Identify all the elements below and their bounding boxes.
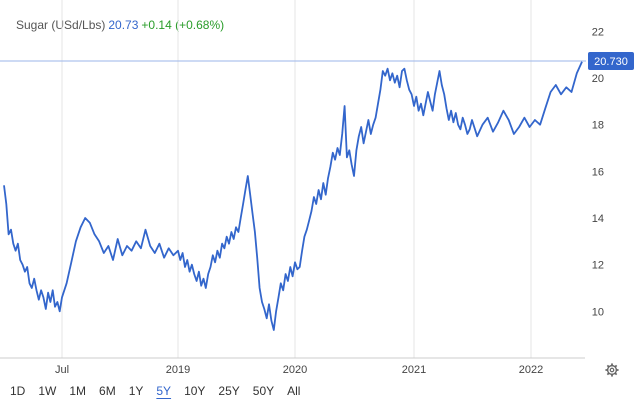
y-tick-label: 14 bbox=[592, 213, 604, 225]
timeframe-50y[interactable]: 50Y bbox=[252, 384, 275, 398]
timeframe-1w[interactable]: 1W bbox=[38, 384, 57, 398]
y-tick-label: 10 bbox=[592, 306, 604, 318]
chart-series bbox=[3, 61, 583, 331]
last-price: 20.73 bbox=[108, 18, 139, 32]
chart-grid bbox=[0, 0, 586, 359]
price-badge-label: 20.730 bbox=[594, 56, 628, 68]
x-tick-label: 2019 bbox=[166, 364, 190, 376]
y-tick-label: 20 bbox=[592, 73, 604, 85]
x-tick-label: 2022 bbox=[519, 364, 543, 376]
instrument-name: Sugar (USd/Lbs) bbox=[16, 18, 106, 32]
timeframe-all[interactable]: All bbox=[287, 384, 301, 398]
price-header: Sugar (USd/Lbs) 20.73 +0.14 (+0.68%) bbox=[16, 18, 224, 32]
price-series-line bbox=[3, 61, 583, 331]
timeframe-10y[interactable]: 10Y bbox=[184, 384, 206, 398]
timeframe-5y[interactable]: 5Y bbox=[156, 384, 172, 398]
y-tick-label: 16 bbox=[592, 166, 604, 178]
y-tick-label: 18 bbox=[592, 120, 604, 132]
timeframe-6m[interactable]: 6M bbox=[99, 384, 116, 398]
x-tick-label: Jul bbox=[55, 364, 69, 376]
gear-icon[interactable] bbox=[605, 363, 619, 377]
y-axis: 10 12 14 16 18 20 22 bbox=[592, 26, 604, 318]
y-tick-label: 22 bbox=[592, 26, 604, 38]
current-price-marker: 20.730 bbox=[588, 51, 634, 70]
timeframe-selector: 1D 1W 1M 6M 1Y 5Y 10Y 25Y 50Y All bbox=[10, 384, 313, 398]
timeframe-1y[interactable]: 1Y bbox=[128, 384, 144, 398]
y-tick-label: 12 bbox=[592, 260, 604, 272]
timeframe-25y[interactable]: 25Y bbox=[218, 384, 240, 398]
timeframe-1m[interactable]: 1M bbox=[69, 384, 87, 398]
price-change: +0.14 (+0.68%) bbox=[141, 18, 225, 32]
timeframe-1d[interactable]: 1D bbox=[10, 384, 26, 398]
x-tick-label: 2021 bbox=[402, 364, 426, 376]
price-badge bbox=[588, 51, 634, 70]
x-tick-label: 2020 bbox=[283, 364, 307, 376]
x-axis: Jul 2019 2020 2021 2022 bbox=[55, 364, 543, 376]
